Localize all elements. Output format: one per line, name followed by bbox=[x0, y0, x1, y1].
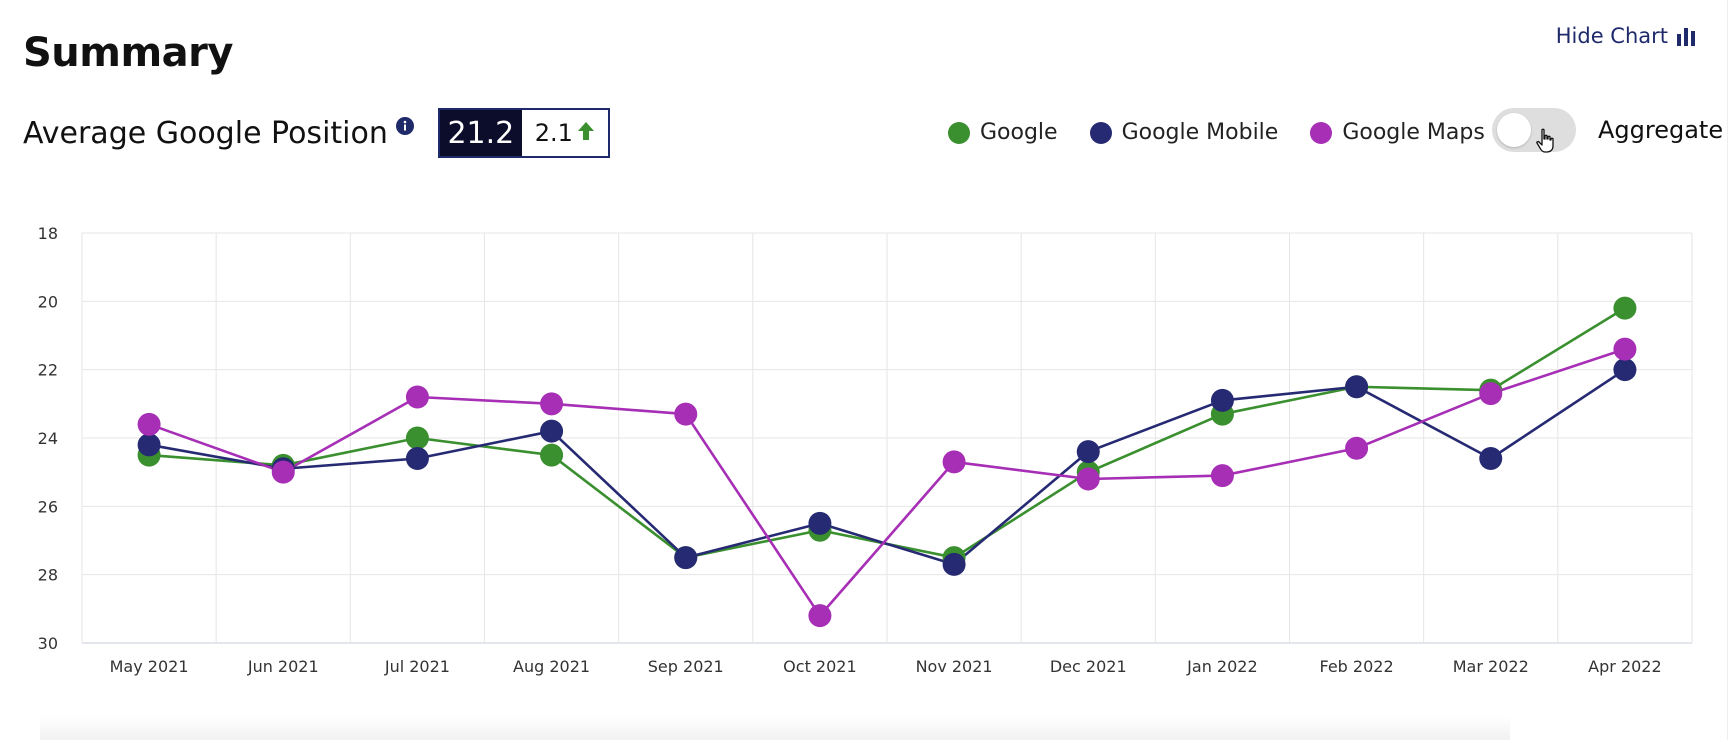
data-point bbox=[808, 604, 832, 628]
data-point bbox=[137, 412, 161, 436]
series-line bbox=[148, 368, 1626, 566]
data-point bbox=[405, 385, 429, 409]
x-tick-label: Jul 2021 bbox=[384, 657, 450, 676]
data-point bbox=[1076, 467, 1100, 491]
x-tick-label: Jan 2022 bbox=[1186, 657, 1257, 676]
metric-change: 2.1 bbox=[521, 110, 608, 156]
data-point bbox=[1210, 388, 1234, 412]
metric-label: Average Google Position bbox=[23, 115, 388, 151]
data-point bbox=[674, 546, 698, 570]
data-point bbox=[1479, 382, 1503, 406]
data-point bbox=[1076, 440, 1100, 464]
y-tick-label: 22 bbox=[38, 361, 58, 380]
hide-chart-label: Hide Chart bbox=[1555, 24, 1668, 48]
data-point bbox=[1613, 337, 1637, 361]
x-tick-label: Apr 2022 bbox=[1588, 657, 1661, 676]
data-point bbox=[674, 402, 698, 426]
x-tick-label: Dec 2021 bbox=[1050, 657, 1127, 676]
x-tick-label: May 2021 bbox=[110, 657, 189, 676]
metric-change-value: 2.1 bbox=[534, 119, 573, 147]
x-tick-label: Aug 2021 bbox=[513, 657, 590, 676]
x-tick-label: Jun 2021 bbox=[247, 657, 319, 676]
toggle-knob bbox=[1497, 113, 1531, 147]
data-point bbox=[1210, 464, 1234, 488]
y-tick-label: 28 bbox=[38, 566, 58, 585]
bar-chart-icon bbox=[1676, 26, 1696, 46]
data-point bbox=[808, 511, 832, 535]
x-tick-label: Oct 2021 bbox=[783, 657, 856, 676]
data-point bbox=[540, 443, 564, 467]
data-point bbox=[405, 426, 429, 450]
info-icon[interactable] bbox=[395, 117, 414, 135]
y-tick-label: 20 bbox=[38, 292, 58, 311]
x-tick-label: Feb 2022 bbox=[1320, 657, 1394, 676]
y-tick-label: 24 bbox=[38, 429, 58, 448]
legend-dot-google-maps bbox=[1310, 121, 1333, 144]
line-chart: 18 20 22 24 26 28 30 May 2021 Jun 2021 Jul 2021 Au… bbox=[38, 224, 1693, 676]
data-point bbox=[942, 450, 966, 474]
data-point bbox=[1479, 447, 1503, 470]
metric-value: 21.2 bbox=[439, 110, 522, 156]
aggregate-label: Aggregate bbox=[1598, 116, 1724, 144]
bottom-fade bbox=[40, 716, 1510, 740]
chart-legend: Google Google Mobile Google Maps bbox=[948, 120, 1517, 145]
legend-label: Google Maps bbox=[1342, 120, 1485, 145]
x-tick-label: Mar 2022 bbox=[1453, 657, 1529, 676]
arrow-up-icon bbox=[577, 119, 595, 147]
y-tick-label: 18 bbox=[38, 224, 58, 243]
hide-chart-button[interactable]: Hide Chart bbox=[1556, 24, 1696, 48]
data-point bbox=[1613, 296, 1637, 320]
legend-item-google-maps[interactable]: Google Maps bbox=[1310, 120, 1485, 145]
legend-item-google-mobile[interactable]: Google Mobile bbox=[1089, 120, 1279, 145]
data-point bbox=[540, 392, 564, 416]
legend-dot-google-mobile bbox=[1089, 121, 1112, 144]
legend-label: Google bbox=[980, 120, 1058, 145]
data-point bbox=[1345, 375, 1369, 399]
data-point bbox=[1345, 436, 1369, 460]
metric-row: Average Google Position 21.2 2.1 bbox=[23, 108, 610, 158]
x-tick-label: Sep 2021 bbox=[648, 657, 724, 676]
data-point bbox=[405, 447, 429, 470]
data-point bbox=[942, 552, 966, 576]
aggregate-toggle-group: Aggregate bbox=[1492, 108, 1724, 153]
data-point bbox=[137, 433, 161, 457]
y-tick-label: 30 bbox=[38, 634, 58, 653]
legend-item-google[interactable]: Google bbox=[948, 120, 1058, 145]
page-title: Summary bbox=[23, 30, 233, 76]
data-point bbox=[540, 419, 564, 443]
aggregate-toggle[interactable] bbox=[1492, 108, 1576, 153]
y-tick-label: 26 bbox=[38, 497, 58, 516]
x-tick-label: Nov 2021 bbox=[916, 657, 993, 676]
metric-box: 21.2 2.1 bbox=[437, 108, 610, 158]
data-point bbox=[271, 460, 295, 484]
data-point bbox=[1613, 358, 1637, 382]
legend-dot-google bbox=[948, 121, 970, 144]
hand-pointer-icon bbox=[1536, 128, 1556, 158]
legend-label: Google Mobile bbox=[1121, 120, 1279, 145]
series-line bbox=[148, 347, 1626, 617]
